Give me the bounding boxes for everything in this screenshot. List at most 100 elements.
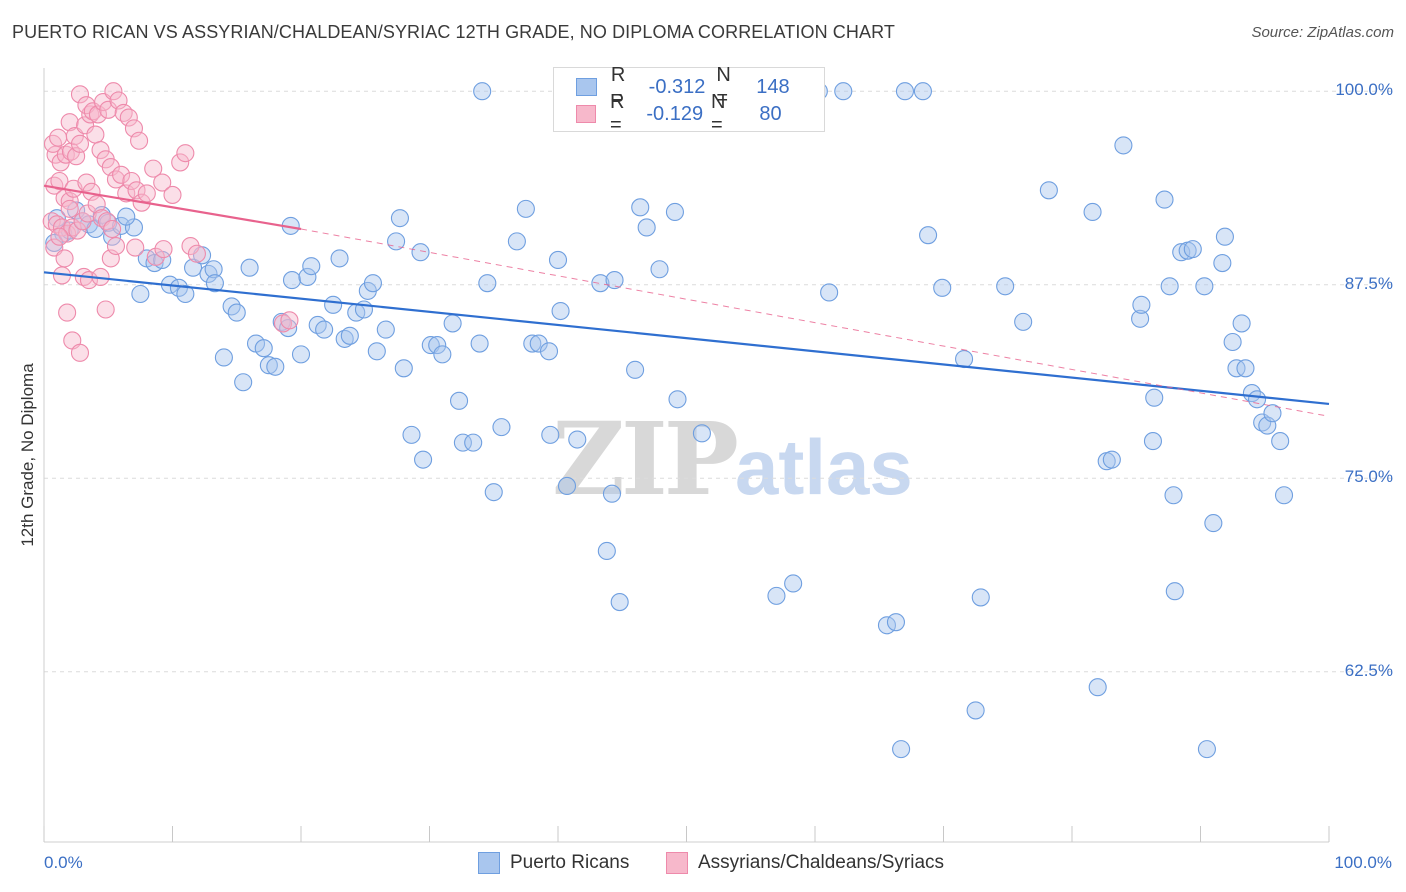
puerto-rican-point: [529, 334, 548, 353]
puerto-rican-point: [668, 390, 687, 409]
y-tick-label: 100.0%: [1335, 80, 1393, 100]
puerto-rican-point: [1274, 486, 1294, 505]
puerto-rican-point: [665, 202, 684, 222]
puerto-rican-point: [784, 574, 803, 593]
puerto-rican-point: [971, 588, 990, 607]
puerto-rican-point: [340, 326, 359, 345]
puerto-rican-point: [523, 334, 542, 353]
n-label: N =: [710, 91, 726, 136]
n-value: 148: [756, 75, 790, 98]
y-tick-label: 87.5%: [1344, 273, 1393, 293]
legend-row-puerto-ricans: R = -0.312 N = 148: [576, 64, 824, 109]
assyrian-point: [187, 244, 206, 263]
y-axis-label: 12th Grade, No Diploma: [18, 363, 37, 547]
puerto-rican-point: [834, 82, 853, 101]
puerto-rican-point: [411, 243, 430, 262]
puerto-rican-point: [492, 418, 511, 437]
puerto-rican-point: [767, 586, 786, 605]
puerto-rican-point: [1236, 359, 1255, 378]
legend-swatch-blue: [576, 78, 597, 96]
n-label: N =: [716, 64, 731, 109]
puerto-rican-point: [484, 483, 503, 502]
assyrian-point: [106, 236, 126, 256]
assyrian-point: [122, 171, 141, 191]
puerto-rican-point: [1195, 277, 1214, 296]
y-tick-label: 62.5%: [1344, 660, 1393, 680]
puerto-rican-point: [282, 271, 302, 290]
puerto-rican-point: [234, 373, 253, 392]
assyrian-point: [86, 125, 105, 144]
puerto-rican-point: [402, 425, 421, 444]
puerto-rican-point: [367, 342, 386, 361]
assyrian-point: [146, 247, 165, 266]
puerto-rican-point: [131, 284, 150, 304]
puerto-rican-point: [291, 345, 311, 364]
puerto-rican-point: [1197, 740, 1216, 759]
puerto-rican-point: [602, 484, 622, 503]
source-label: Source: ZipAtlas.com: [1251, 24, 1394, 41]
puerto-rican-point: [47, 209, 66, 228]
legend-swatch-pink: [576, 105, 596, 123]
puerto-rican-point: [117, 207, 136, 226]
puerto-rican-point: [892, 740, 911, 759]
assyrian-point: [104, 82, 123, 101]
puerto-rican-point: [548, 250, 568, 270]
puerto-rican-point: [298, 267, 317, 287]
puerto-rican-point: [259, 356, 278, 375]
puerto-rican-point: [626, 360, 645, 379]
r-label: R =: [609, 91, 625, 136]
puerto-rican-point: [266, 357, 285, 376]
puerto-rican-point: [1083, 202, 1102, 222]
puerto-ricans-points: [45, 82, 1294, 759]
legend-swatch-pink: [666, 852, 688, 874]
puerto-rican-point: [1114, 136, 1133, 155]
puerto-rican-point: [324, 295, 343, 314]
n-value: 80: [759, 102, 782, 125]
puerto-rican-point: [541, 425, 560, 444]
puerto-rican-point: [376, 320, 395, 339]
puerto-rican-point: [568, 430, 587, 449]
assyrians-trend-line: [43, 184, 302, 231]
puerto-rican-point: [390, 209, 409, 228]
puerto-rican-point: [330, 249, 349, 268]
puerto-rican-point: [176, 284, 195, 304]
puerto-rican-point: [443, 314, 462, 333]
puerto-rican-point: [605, 271, 624, 290]
assyrian-point: [87, 195, 106, 214]
puerto-rican-point: [470, 334, 489, 353]
assyrian-point: [171, 153, 190, 172]
assyrian-point: [153, 173, 172, 192]
assyrian-point: [70, 134, 90, 153]
assyrian-point: [163, 185, 182, 204]
puerto-rican-point: [692, 424, 711, 443]
puerto-rican-point: [637, 218, 656, 237]
legend-label: Puerto Ricans: [510, 852, 630, 873]
assyrian-point: [70, 343, 90, 362]
puerto-rican-point: [308, 315, 327, 335]
assyrian-point: [50, 227, 69, 246]
puerto-rican-point: [1145, 388, 1164, 407]
legend-item-puerto-ricans[interactable]: Puerto Ricans: [478, 852, 629, 874]
puerto-rican-point: [414, 450, 433, 469]
puerto-rican-point: [1223, 332, 1242, 352]
assyrian-point: [144, 159, 163, 178]
puerto-rican-point: [67, 201, 86, 220]
puerto-rican-point: [919, 226, 938, 245]
puerto-rican-point: [1204, 514, 1223, 533]
puerto-rican-point: [204, 260, 223, 279]
puerto-rican-point: [1232, 314, 1251, 333]
assyrian-point: [81, 105, 100, 124]
trend-lines: [43, 184, 1330, 417]
assyrian-point: [130, 131, 149, 150]
puerto-rican-point: [394, 359, 413, 378]
puerto-rican-point: [450, 391, 469, 410]
assyrian-point: [68, 221, 87, 240]
chart-title: PUERTO RICAN VS ASSYRIAN/CHALDEAN/SYRIAC…: [12, 22, 895, 42]
puerto-rican-point: [996, 277, 1015, 296]
assyrian-point: [49, 128, 68, 147]
puerto-rican-point: [1253, 413, 1272, 432]
correlation-legend: R = -0.312 N = 148 R = -0.129 N = 80: [553, 64, 825, 136]
legend-item-assyrians[interactable]: Assyrians/Chaldeans/Syriacs: [666, 852, 944, 874]
assyrian-point: [50, 171, 69, 191]
